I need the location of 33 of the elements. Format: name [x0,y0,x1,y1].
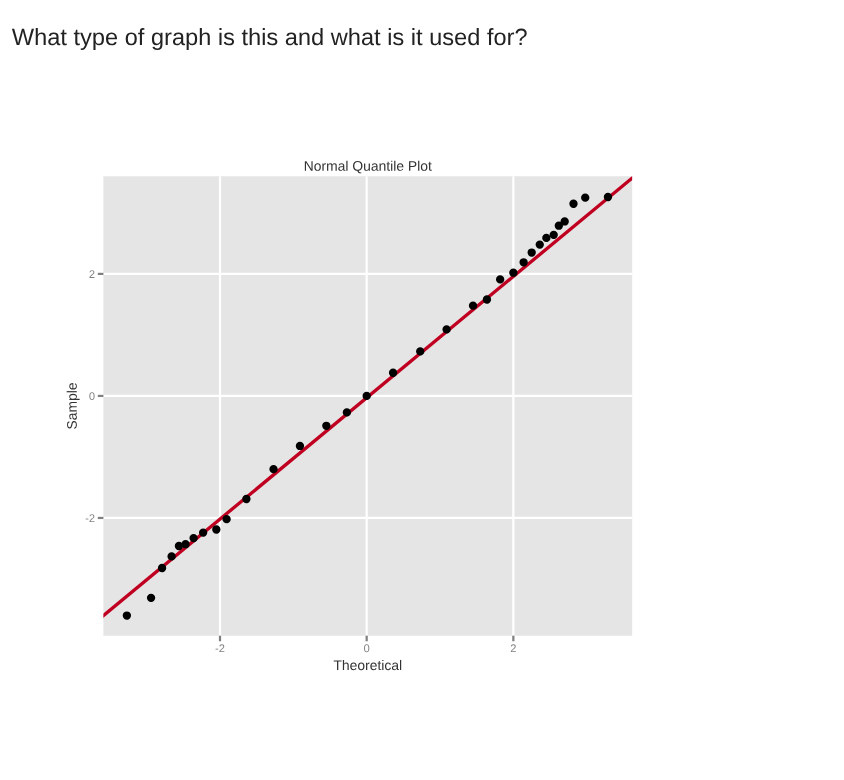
point [549,230,558,240]
point [362,391,371,401]
point [581,193,590,202]
point [560,217,569,226]
point [468,301,478,310]
point [167,552,176,561]
point [569,199,578,208]
point [295,441,305,451]
point [322,421,331,430]
point [416,347,425,356]
text: What type of graph is this and what is it used for? [11,28,527,51]
point [442,325,451,334]
point [242,494,251,504]
point [269,464,278,474]
point [222,515,231,524]
point [212,525,221,534]
point [603,192,613,202]
point [542,233,551,243]
point [342,408,352,417]
point [482,295,492,304]
point [122,611,132,620]
point [519,258,528,267]
point [189,533,198,543]
point [509,268,518,277]
point [157,563,167,573]
point [527,248,536,257]
point [535,240,544,249]
point [198,528,208,537]
point [495,275,505,284]
point [388,368,398,377]
point [554,221,563,230]
point [146,593,156,603]
point [181,540,190,549]
